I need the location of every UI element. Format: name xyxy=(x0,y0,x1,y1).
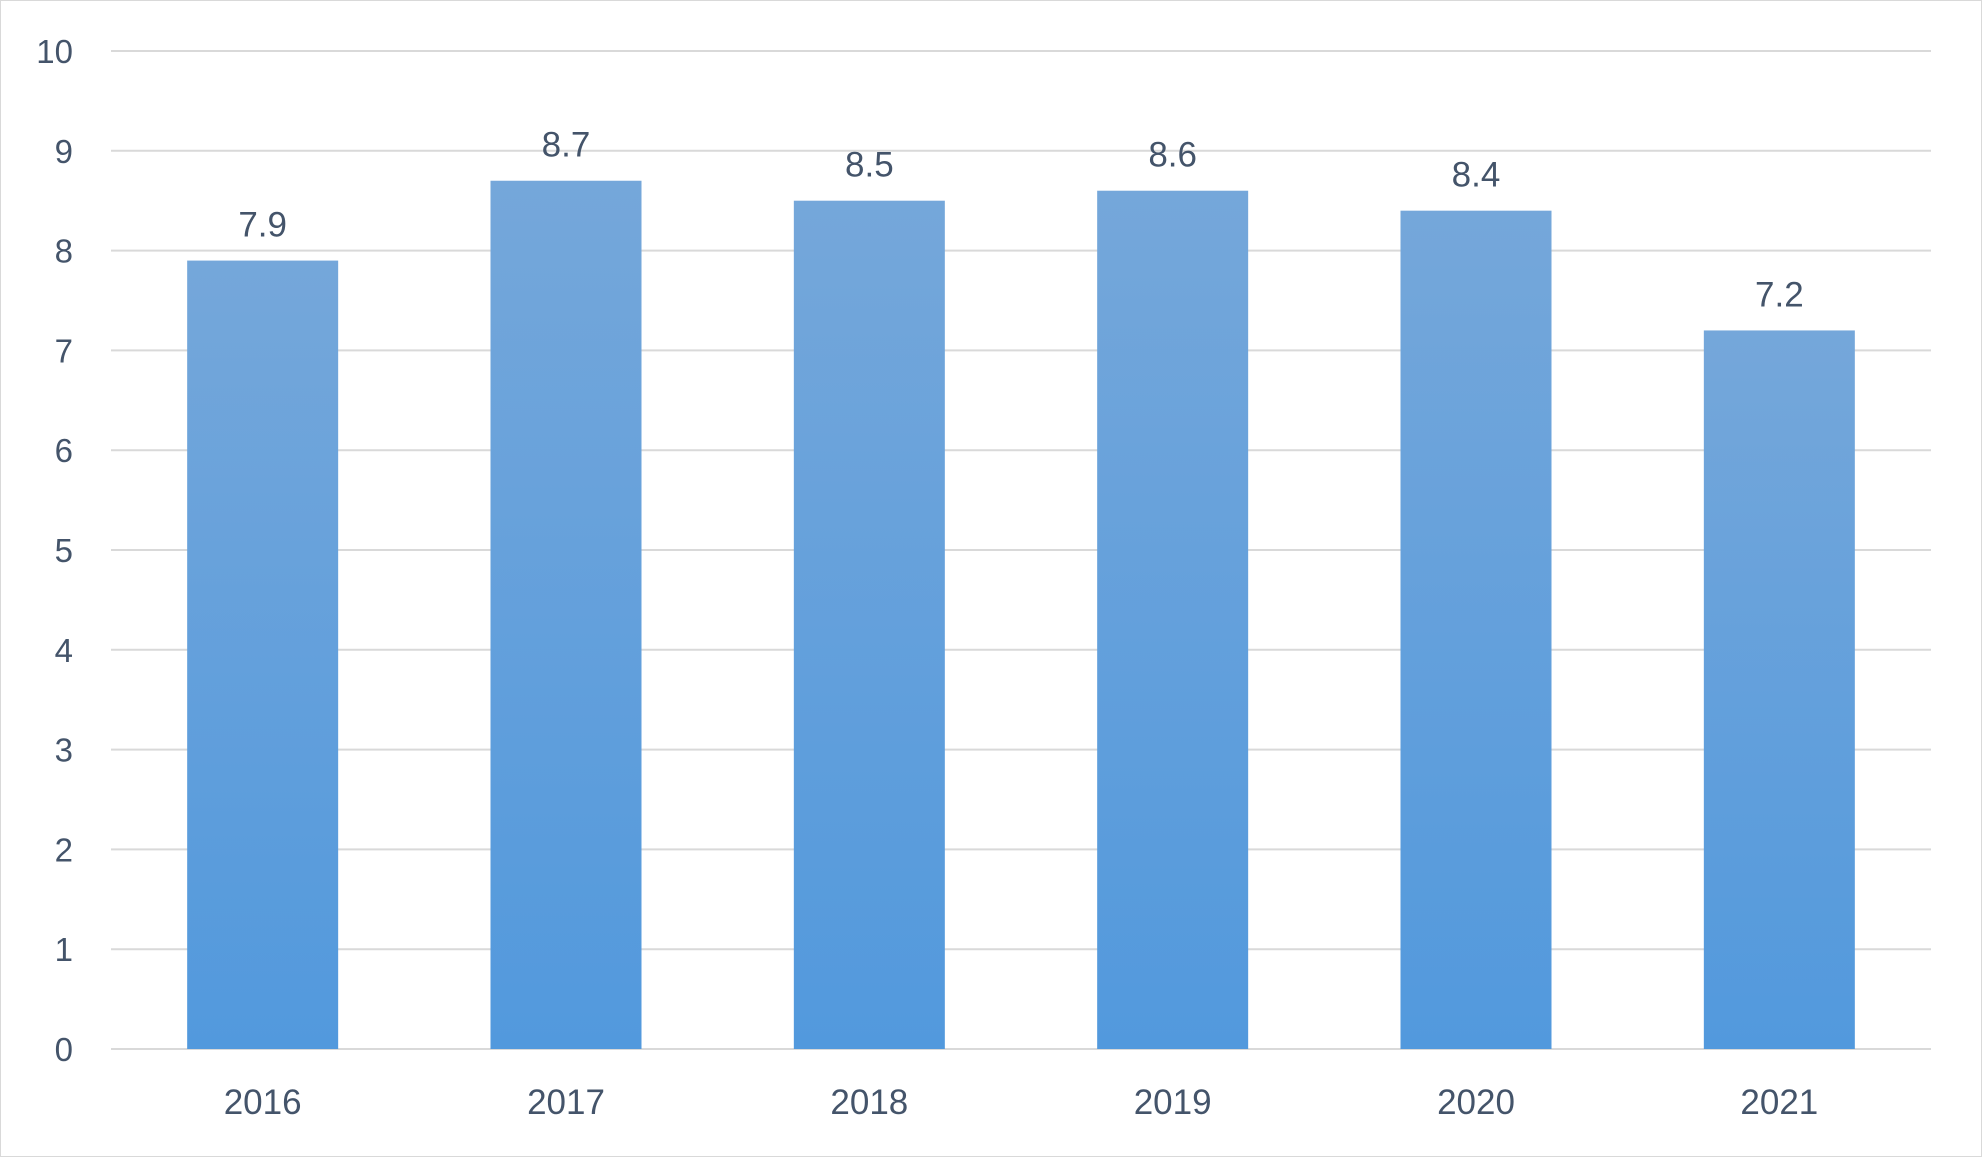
y-tick-label: 6 xyxy=(55,432,73,469)
y-tick-label: 8 xyxy=(55,233,73,270)
bar-2018 xyxy=(793,200,945,1049)
y-tick-label: 2 xyxy=(55,831,73,868)
gridlines xyxy=(111,50,1931,1050)
bar-2021 xyxy=(1703,330,1855,1049)
x-tick-label-2016: 2016 xyxy=(224,1083,302,1122)
x-tick-label-2021: 2021 xyxy=(1740,1083,1818,1122)
data-label-2019: 8.6 xyxy=(1148,136,1197,175)
bar-2019 xyxy=(1097,190,1249,1050)
bar-2020 xyxy=(1400,210,1552,1049)
y-tick-label: 4 xyxy=(55,632,73,669)
y-tick-label: 7 xyxy=(55,332,73,369)
x-tick-label-2019: 2019 xyxy=(1134,1083,1212,1122)
bar-2017 xyxy=(490,180,642,1050)
y-tick-label: 5 xyxy=(55,532,73,569)
x-axis-tick-labels: 2016 2017 2018 2019 2020 2021 xyxy=(224,1083,1819,1122)
data-label-2020: 8.4 xyxy=(1452,156,1501,195)
data-label-2018: 8.5 xyxy=(845,146,894,185)
y-tick-label: 0 xyxy=(55,1031,73,1068)
bar-2016 xyxy=(187,260,339,1050)
x-tick-label-2017: 2017 xyxy=(527,1083,605,1122)
data-label-2016: 7.9 xyxy=(238,206,287,245)
data-label-2021: 7.2 xyxy=(1755,275,1804,314)
data-label-2017: 8.7 xyxy=(542,126,591,165)
x-tick-label-2020: 2020 xyxy=(1437,1083,1515,1122)
y-tick-label: 3 xyxy=(55,732,73,769)
y-tick-label: 10 xyxy=(36,33,73,70)
y-tick-label: 9 xyxy=(55,133,73,170)
y-tick-label: 1 xyxy=(55,931,73,968)
bars xyxy=(187,180,1855,1050)
x-tick-label-2018: 2018 xyxy=(830,1083,908,1122)
data-labels: 7.9 8.7 8.5 8.6 8.4 7.2 xyxy=(238,126,1803,315)
y-axis-tick-labels: 0 1 2 3 4 5 6 7 8 9 10 xyxy=(36,33,73,1068)
